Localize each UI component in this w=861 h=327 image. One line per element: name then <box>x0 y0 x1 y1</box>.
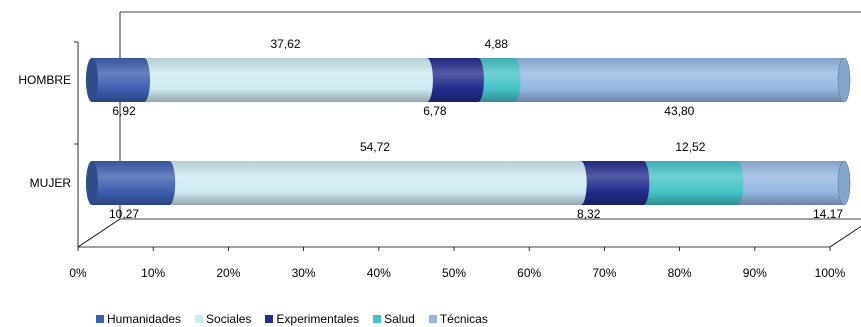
bar-left-cap <box>86 58 98 102</box>
bar-segment-salud <box>471 58 521 102</box>
x-tick-label: 20% <box>216 266 240 280</box>
legend-item: Salud <box>373 312 415 326</box>
bar-segment-técnicas <box>731 161 850 205</box>
data-label: 6,78 <box>423 104 447 118</box>
x-tick-label: 50% <box>442 266 466 280</box>
bar-segment-humanidades <box>86 161 176 205</box>
x-tick-label: 90% <box>743 266 767 280</box>
bar-segment-técnicas <box>508 58 850 102</box>
legend-label: Salud <box>384 312 415 326</box>
bar-segment-humanidades <box>86 58 151 102</box>
legend-swatch <box>428 315 437 323</box>
bar-left-cap <box>86 161 98 205</box>
legend-item: Humanidades <box>96 312 181 326</box>
legend-label: Humanidades <box>107 312 182 326</box>
chart-legend: Humanidades Sociales Experimentales Salud Té… <box>96 312 488 326</box>
data-label: 14,17 <box>813 207 843 221</box>
bar-segment-salud <box>637 161 744 205</box>
x-tick-label: 80% <box>668 266 692 280</box>
x-tick-label: 40% <box>367 266 391 280</box>
legend-swatch <box>96 315 104 323</box>
data-label: 10,27 <box>109 207 139 221</box>
category-label: MUJER <box>30 176 72 190</box>
plot-back-wall <box>119 11 861 220</box>
x-tick-label: 100% <box>815 266 846 280</box>
data-label: 37,62 <box>270 37 300 51</box>
data-label: 43,80 <box>664 104 694 118</box>
bar-segment-experimentales <box>420 58 484 102</box>
category-label: HOMBRE <box>18 73 71 87</box>
data-label: 54,72 <box>360 140 390 154</box>
data-label: 8,32 <box>577 207 601 221</box>
legend-label: Sociales <box>206 312 252 326</box>
legend-swatch <box>265 315 274 323</box>
bar-segment-sociales <box>138 58 433 102</box>
x-tick-label: 70% <box>592 266 616 280</box>
legend-item: Experimentales <box>265 312 359 326</box>
x-tick-label: 0% <box>69 266 87 280</box>
data-label: 12,52 <box>675 140 705 154</box>
bar-segment-sociales <box>163 161 587 205</box>
bar-right-cap <box>837 57 851 103</box>
plot-floor-edges <box>77 218 861 248</box>
bar-right-cap <box>837 160 851 206</box>
legend-item: Sociales <box>195 312 251 326</box>
legend-swatch <box>373 315 382 323</box>
data-label: 6,92 <box>112 104 136 118</box>
legend-label: Técnicas <box>439 312 488 326</box>
bar-segment-experimentales <box>574 161 650 205</box>
data-label: 4,88 <box>485 37 509 51</box>
legend-item: Técnicas <box>428 312 488 326</box>
legend-swatch <box>195 315 204 323</box>
x-tick-label: 10% <box>141 266 165 280</box>
legend-label: Experimentales <box>276 312 360 326</box>
x-tick-label: 30% <box>292 266 316 280</box>
x-tick-label: 60% <box>517 266 541 280</box>
